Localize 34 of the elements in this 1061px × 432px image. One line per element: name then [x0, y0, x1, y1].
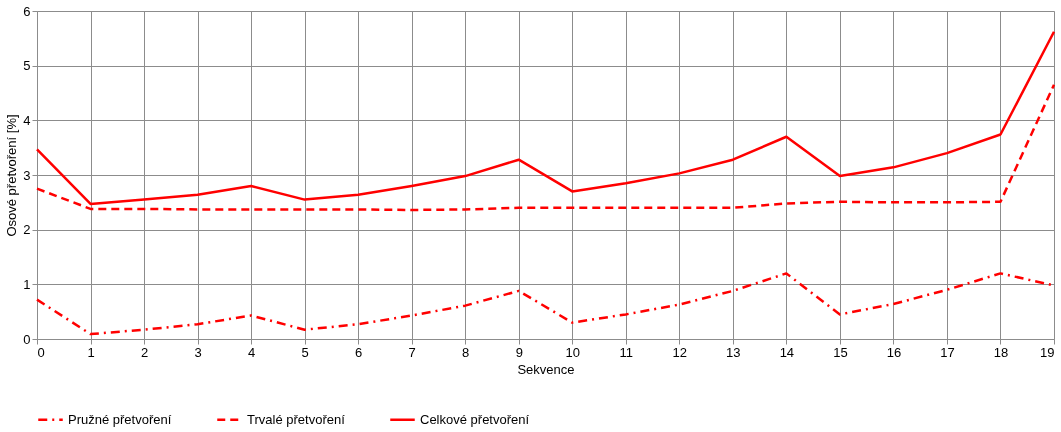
- line-series: [35, 83, 1056, 212]
- y-tick-label: 4: [23, 112, 31, 128]
- x-tick-label: 14: [779, 344, 795, 360]
- x-tick-label: 11: [619, 344, 634, 360]
- legend-label: Pružné přetvoření: [68, 411, 172, 427]
- x-tick-label: 9: [515, 344, 523, 360]
- x-tick-label: 17: [940, 344, 955, 360]
- y-tick-label: 3: [23, 167, 31, 183]
- line-series: [35, 30, 1056, 206]
- y-axis-title: Osové přetvoření [%]: [4, 114, 20, 237]
- y-tick-label: 0: [23, 331, 31, 347]
- x-tick-label: 4: [247, 344, 256, 360]
- x-tick-label: 5: [301, 344, 309, 360]
- x-tick-label: 16: [886, 344, 902, 360]
- x-axis-title: Sekvence: [517, 361, 575, 377]
- x-tick-label: 2: [140, 344, 149, 360]
- legend-label: Trvalé přetvoření: [247, 411, 346, 427]
- x-tick-label: 3: [194, 344, 202, 360]
- x-tick-label: 6: [355, 344, 363, 360]
- x-tick-label: 8: [462, 344, 470, 360]
- legend-label: Celkové přetvoření: [420, 411, 530, 427]
- x-tick-label: 0: [37, 344, 45, 360]
- y-tick-label: 1: [23, 276, 31, 292]
- x-tick-label: 12: [672, 344, 688, 360]
- x-tick-label: 10: [565, 344, 580, 360]
- x-tick-label: 18: [993, 344, 1009, 360]
- x-tick-label: 7: [408, 344, 416, 360]
- x-tick-label: 19: [1040, 344, 1055, 360]
- x-tick-label: 13: [726, 344, 741, 360]
- x-tick-label: 1: [87, 344, 95, 360]
- y-tick-label: 2: [23, 222, 31, 238]
- y-tick-label: 6: [23, 3, 31, 19]
- x-tick-label: 15: [833, 344, 848, 360]
- y-tick-label: 5: [23, 58, 31, 74]
